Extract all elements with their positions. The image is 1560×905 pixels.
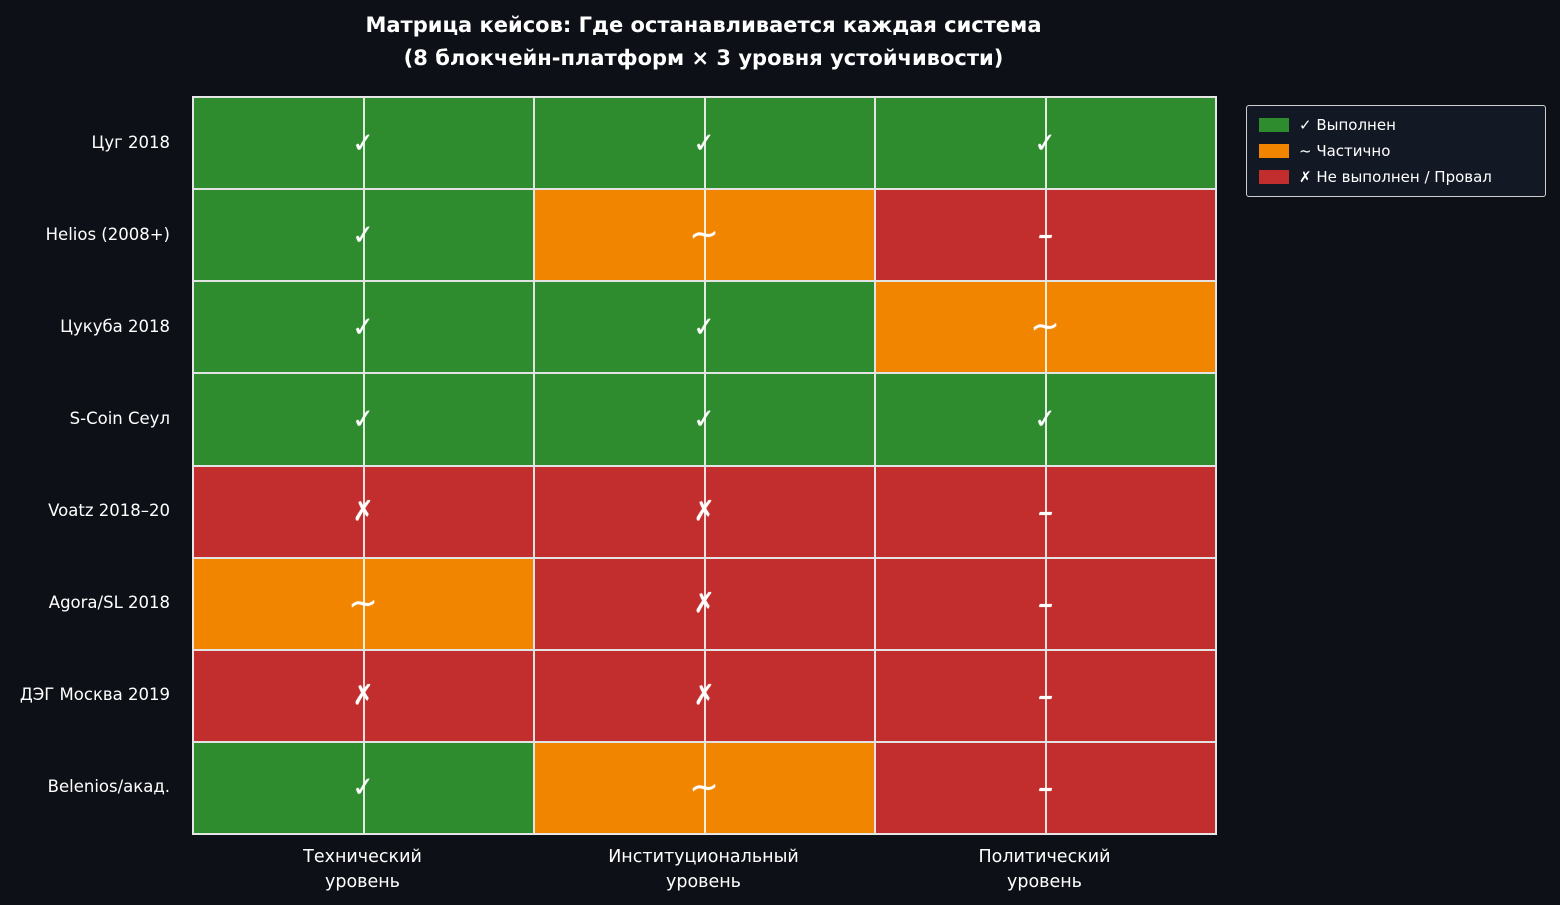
cell-mark-partial: ~ [687, 213, 721, 257]
row-label-4: S-Coin Сеул [69, 408, 170, 428]
row-label-1: Цуг 2018 [91, 132, 170, 152]
legend-item-partial: ~ Частично [1259, 142, 1533, 160]
legend-swatch-fail [1259, 170, 1289, 184]
col-label-1: Технический уровень [303, 847, 422, 893]
matrix-cell-r6-c2: ✗ [534, 557, 875, 650]
legend-label-done: ✓ Выполнен [1299, 116, 1396, 134]
legend-swatch-partial [1259, 144, 1289, 158]
col-label-3: Политический уровень [978, 847, 1111, 893]
cell-mark-partial: ~ [346, 581, 380, 625]
legend-item-done: ✓ Выполнен [1259, 116, 1533, 134]
cell-mark-done: ✓ [351, 311, 376, 344]
matrix-cell-r7-c3: – [875, 649, 1216, 742]
matrix-cell-r2-c3: – [875, 189, 1216, 282]
matrix-cell-r3-c2: ✓ [534, 281, 875, 374]
matrix-cell-r1-c3: ✓ [875, 97, 1216, 190]
matrix-cell-r5-c1: ✗ [193, 465, 534, 558]
row-label-8: Belenios/акад. [47, 777, 170, 797]
cell-mark-fail: – [1037, 589, 1054, 618]
matrix-cell-r8-c1: ✓ [193, 741, 534, 834]
row-label-3: Цукуба 2018 [60, 316, 170, 336]
row-label-5: Voatz 2018–20 [48, 501, 170, 521]
matrix-cell-r8-c3: – [875, 741, 1216, 834]
legend-swatch-done [1259, 118, 1289, 132]
chart-title-line1: Матрица кейсов: Где останавливается кажд… [365, 13, 1042, 37]
cell-mark-done: ✓ [1033, 126, 1058, 160]
cell-mark-done: ✓ [351, 218, 376, 252]
matrix-cell-r1-c2: ✓ [534, 97, 875, 190]
cell-mark-done: ✓ [692, 126, 717, 160]
legend: ✓ Выполнен ~ Частично ✗ Не выполнен / Пров… [1246, 105, 1546, 197]
cell-mark-done: ✓ [692, 311, 717, 344]
matrix-cell-r2-c1: ✓ [193, 189, 534, 282]
matrix-cell-r1-c1: ✓ [193, 97, 534, 190]
cell-mark-partial: ~ [1028, 305, 1062, 349]
cell-mark-fail: ✗ [692, 679, 717, 713]
legend-label-partial: ~ Частично [1299, 142, 1391, 160]
matrix-cell-r5-c2: ✗ [534, 465, 875, 558]
cell-mark-done: ✓ [1033, 403, 1058, 436]
cell-mark-done: ✓ [351, 126, 376, 160]
matrix-cell-r3-c3: ~ [875, 281, 1216, 374]
heatmap-grid: ✓ ✓ ✓ ✓ ~ – ✓ ✓ ~ ✓ ✓ ✓ ✗ ✗ – ~ ✗ – ✗ ✗ – ✓ ~ – [192, 96, 1217, 835]
cell-mark-fail: – [1037, 773, 1054, 802]
matrix-cell-r6-c1: ~ [193, 557, 534, 650]
cell-mark-fail: – [1037, 681, 1054, 710]
matrix-cell-r4-c1: ✓ [193, 373, 534, 466]
cell-mark-done: ✓ [692, 403, 717, 436]
matrix-cell-r4-c2: ✓ [534, 373, 875, 466]
legend-item-fail: ✗ Не выполнен / Провал [1259, 168, 1533, 186]
cell-mark-fail: ✗ [692, 495, 717, 528]
matrix-cell-r3-c1: ✓ [193, 281, 534, 374]
chart-title: Матрица кейсов: Где останавливается кажд… [192, 9, 1215, 74]
cell-mark-done: ✓ [351, 771, 376, 805]
matrix-cell-r4-c3: ✓ [875, 373, 1216, 466]
cell-mark-fail: – [1037, 497, 1054, 526]
cell-mark-done: ✓ [351, 403, 376, 436]
matrix-cell-r7-c2: ✗ [534, 649, 875, 742]
cell-mark-fail: – [1037, 221, 1054, 250]
matrix-cell-r2-c2: ~ [534, 189, 875, 282]
matrix-cell-r5-c3: – [875, 465, 1216, 558]
row-label-6: Agora/SL 2018 [48, 593, 170, 613]
legend-label-fail: ✗ Не выполнен / Провал [1299, 168, 1492, 186]
cell-mark-fail: ✗ [351, 495, 376, 528]
x-axis-labels: Технический уровень Институциональный уро… [192, 845, 1215, 896]
col-label-2: Институциональный уровень [608, 847, 799, 893]
matrix-cell-r6-c3: – [875, 557, 1216, 650]
matrix-cell-r8-c2: ~ [534, 741, 875, 834]
cell-mark-partial: ~ [687, 765, 721, 809]
cell-mark-fail: ✗ [351, 679, 376, 713]
row-label-2: Helios (2008+) [45, 224, 170, 244]
chart-title-line2: (8 блокчейн-платформ × 3 уровня устойчив… [403, 45, 1004, 70]
row-label-7: ДЭГ Москва 2019 [19, 685, 170, 705]
matrix-cell-r7-c1: ✗ [193, 649, 534, 742]
y-axis-labels: Цуг 2018 Helios (2008+) Цукуба 2018 S-Coin … [0, 96, 182, 833]
cell-mark-fail: ✗ [692, 587, 717, 620]
